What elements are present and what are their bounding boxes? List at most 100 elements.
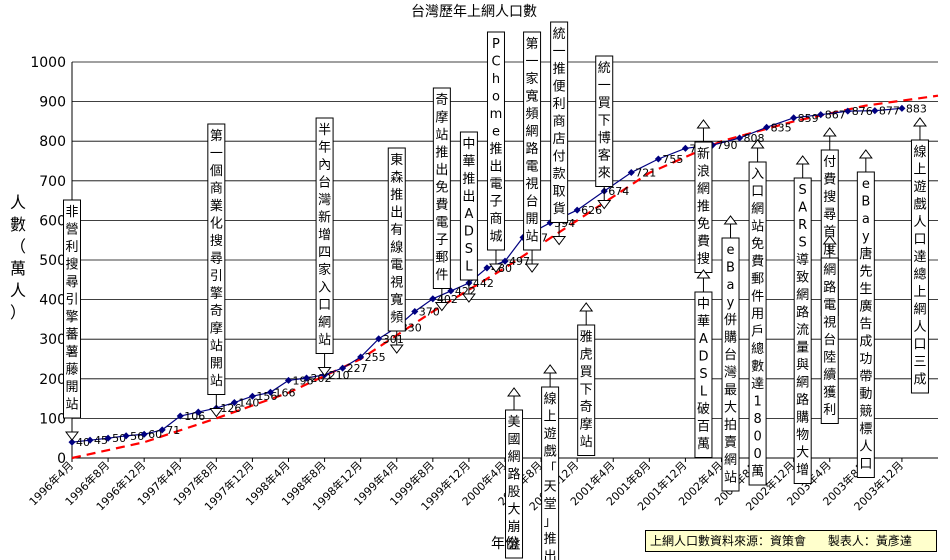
data-label: 71 bbox=[166, 424, 180, 437]
annotation: 線上遊戲「天堂」推出 bbox=[541, 364, 560, 560]
data-label: 45 bbox=[94, 434, 108, 447]
data-point bbox=[736, 134, 744, 142]
data-label: 883 bbox=[906, 102, 927, 115]
annotation-layer: 非營利搜尋引擎蕃薯藤開站 第一個商業化搜尋引擎奇摩站開站 半年內台灣新增四家入口網站… bbox=[63, 21, 929, 560]
series-line bbox=[71, 107, 902, 443]
annotation: 中華 A D S L 破百萬 bbox=[694, 269, 713, 458]
data-label: 867 bbox=[825, 109, 846, 122]
data-label: 877 bbox=[879, 105, 900, 118]
annotation-text: 半年內台灣新增四家入口網站 bbox=[318, 123, 331, 348]
annotation-arrow-head bbox=[579, 302, 594, 312]
data-label: 166 bbox=[274, 386, 295, 399]
data-point bbox=[790, 114, 798, 122]
annotation-text: 中華 A D S L 破百萬 bbox=[697, 297, 710, 452]
annotation-text: 第一個商業化搜尋引擎奇摩站開站 bbox=[210, 129, 223, 389]
data-label: 140 bbox=[238, 397, 259, 410]
data-point bbox=[303, 374, 311, 382]
y-tick-label: 900 bbox=[39, 95, 66, 111]
annotation-arrow-head bbox=[461, 293, 476, 303]
annotation-arrow-head bbox=[696, 119, 711, 129]
annotation-arrow-head bbox=[750, 139, 765, 149]
data-point bbox=[68, 438, 76, 446]
y-tick-label: 400 bbox=[39, 293, 66, 309]
annotation-arrow-head bbox=[209, 408, 224, 418]
annotation: 統一買下博客來 bbox=[595, 55, 614, 210]
annotation-arrow-head bbox=[597, 200, 612, 210]
data-point bbox=[681, 144, 689, 152]
annotation: 半年內台灣新增四家入口網站 bbox=[315, 117, 334, 377]
annotation-text: 新浪網推免費搜 bbox=[697, 146, 710, 267]
data-point bbox=[411, 307, 419, 316]
annotation-arrow-head bbox=[858, 149, 873, 159]
data-point bbox=[284, 376, 293, 384]
data-point bbox=[447, 287, 455, 295]
annotation-arrow-head bbox=[507, 387, 522, 397]
data-label: 876 bbox=[852, 105, 873, 118]
y-tick-label: 700 bbox=[39, 174, 66, 190]
data-label: 835 bbox=[771, 121, 792, 134]
annotation-arrow-head bbox=[434, 302, 449, 312]
trend-curve-layer bbox=[71, 94, 939, 460]
annotation: 線上遊戲人口達總上網人口三成 bbox=[910, 117, 929, 394]
data-point bbox=[573, 206, 581, 214]
annotation-text: 東森推出有線電視寬頻 bbox=[390, 152, 403, 326]
annotation: 網路電視台陸續獲利 bbox=[820, 235, 839, 424]
y-axis-label: 人數（萬人） bbox=[10, 193, 26, 322]
y-tick-label: 500 bbox=[39, 253, 66, 269]
annotation-arrow-head bbox=[723, 215, 738, 225]
annotation-text: 中華推出 A D S L bbox=[462, 137, 475, 275]
annotation-arrow-head bbox=[795, 155, 810, 165]
annotation-text: S A R S 導致網路流量與網路購物大增 bbox=[796, 183, 809, 478]
data-source-label: 上網人口數資料來源：資策會 bbox=[650, 534, 807, 548]
annotation-arrow-head bbox=[65, 431, 79, 441]
data-point bbox=[871, 107, 879, 115]
data-point bbox=[817, 111, 825, 119]
y-tick-label: 600 bbox=[39, 213, 66, 229]
y-tick-label: 0 bbox=[57, 451, 66, 467]
data-point bbox=[158, 426, 166, 434]
data-point bbox=[104, 434, 112, 442]
data-label: 626 bbox=[581, 204, 602, 217]
data-label: 808 bbox=[744, 132, 765, 145]
data-point bbox=[763, 123, 771, 131]
annotation: 入口網站免費郵件用戶總數達 1 8 0 0 萬 bbox=[748, 139, 767, 486]
annotation-arrow-head bbox=[552, 236, 567, 246]
data-label: 301 bbox=[383, 333, 404, 346]
annotation-text: 第一家寬頻網路電視台開站 bbox=[526, 37, 539, 245]
data-point bbox=[266, 388, 274, 396]
trend-curve bbox=[71, 94, 939, 460]
data-label: 442 bbox=[473, 277, 494, 290]
data-label: 227 bbox=[347, 362, 368, 375]
annotation-arrow-head bbox=[822, 127, 837, 137]
annotation: 統一推便利商店付款取貨 bbox=[550, 21, 569, 246]
annotation-text: 奇摩站推出免費電子郵件 bbox=[435, 92, 448, 283]
data-point bbox=[898, 104, 906, 112]
annotation-text: 雅虎買下奇摩站 bbox=[580, 330, 593, 450]
data-point bbox=[140, 430, 148, 438]
x-axis-label: 年份 bbox=[491, 536, 519, 552]
annotation: 第一家寬頻網路電視台開站 bbox=[523, 31, 542, 273]
data-point bbox=[627, 168, 635, 177]
annotation-arrow-head bbox=[488, 263, 503, 273]
data-label: 56 bbox=[130, 430, 144, 443]
data-point bbox=[375, 335, 383, 343]
data-point bbox=[176, 412, 184, 420]
data-label: 497 bbox=[509, 255, 530, 268]
annotation: 美國網路股大崩盤 bbox=[505, 387, 524, 559]
data-label: 40 bbox=[76, 436, 90, 449]
annotation: 中華推出 A D S L bbox=[459, 131, 478, 303]
annotation-arrow-head bbox=[525, 263, 540, 273]
data-label: 790 bbox=[716, 139, 737, 152]
annotation-arrow-head bbox=[912, 117, 927, 127]
data-label: 859 bbox=[798, 112, 819, 125]
annotation-text: 美國網路股大崩盤 bbox=[508, 415, 521, 553]
annotation: S A R S 導致網路流量與網路購物大增 bbox=[793, 155, 812, 484]
data-label: 755 bbox=[662, 153, 683, 166]
annotation-text: 統一推便利商店付款取貨 bbox=[553, 27, 566, 217]
annotation-text: 統一買下博客來 bbox=[598, 61, 611, 181]
